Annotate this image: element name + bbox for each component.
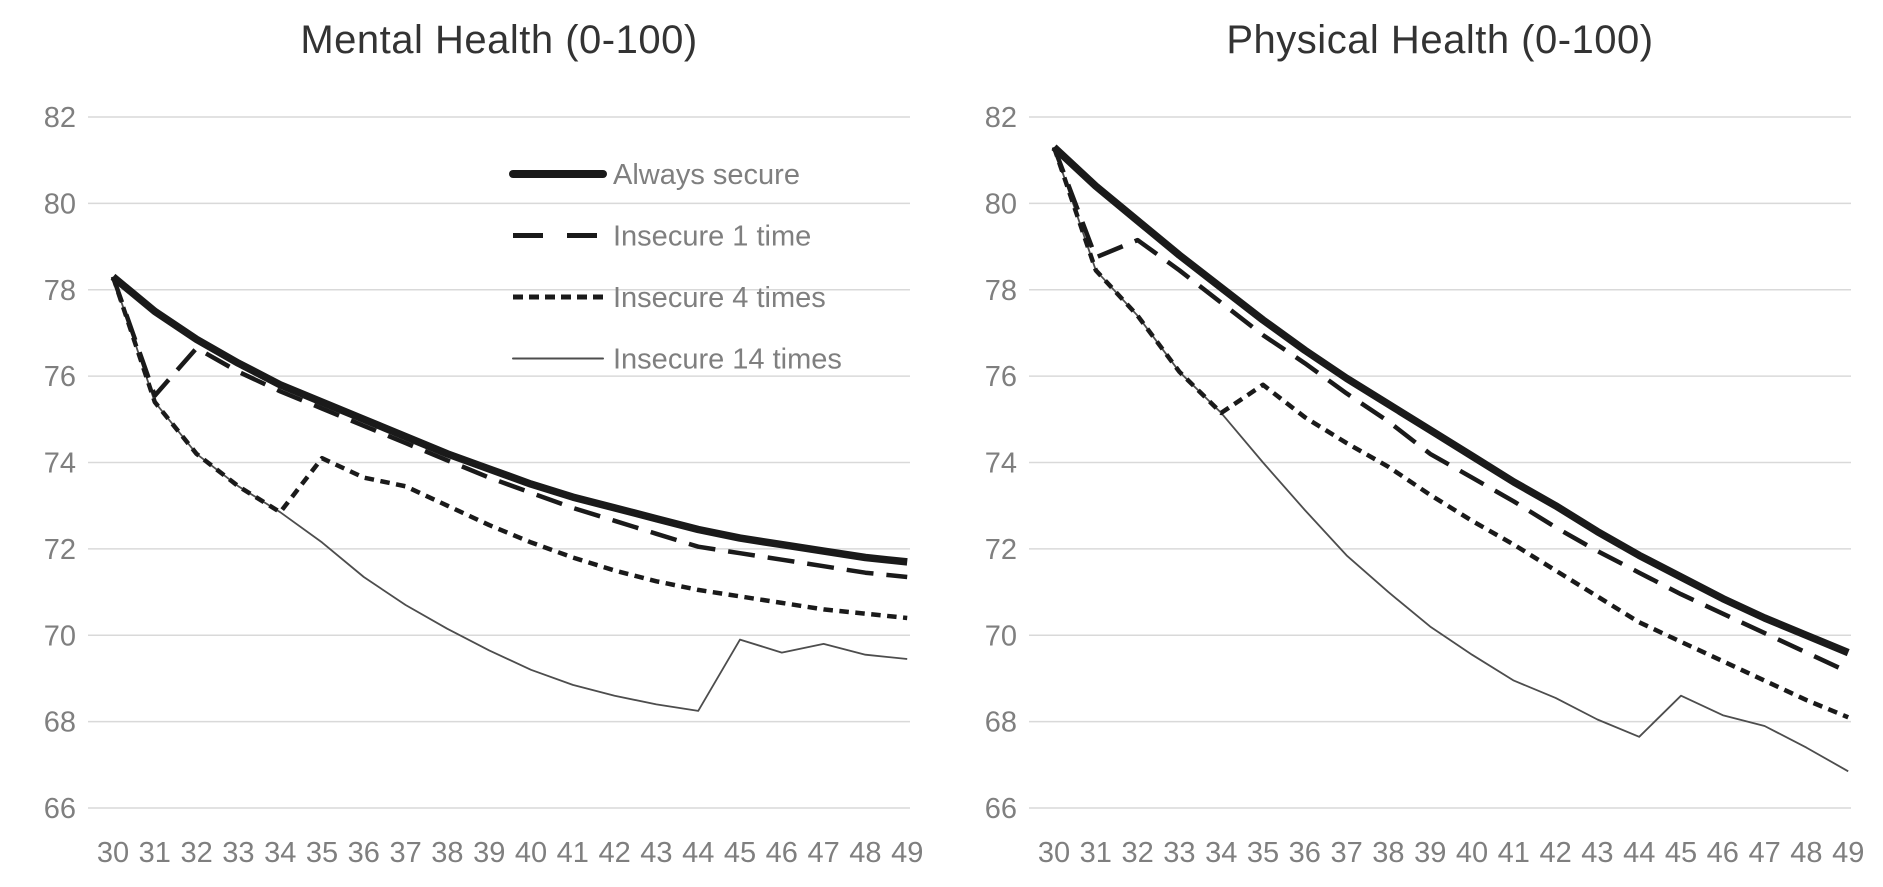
y-tick-label-78: 78 [985, 275, 1017, 307]
x-tick-label-45: 45 [724, 837, 756, 869]
x-tick-label-43: 43 [1581, 837, 1613, 869]
x-tick-label-47: 47 [1748, 837, 1780, 869]
y-tick-label-76: 76 [44, 361, 76, 393]
y-tick-label-78: 78 [44, 275, 76, 307]
legend: Always secure Insecure 1 time Insecure 4 t… [509, 159, 842, 376]
x-tick-label-38: 38 [1372, 837, 1404, 869]
x-tick-label-48: 48 [849, 837, 881, 869]
legend-item-insecure-4-times: Insecure 4 times [513, 282, 826, 314]
x-tick-label-31: 31 [1080, 837, 1112, 869]
series-line-insecure-4-times [1051, 146, 1850, 720]
series-line-insecure-14-times [112, 276, 908, 712]
x-tick-label-44: 44 [1623, 837, 1655, 869]
series-line-insecure-14-times [1053, 146, 1849, 773]
legend-item-always-secure: Always secure [509, 159, 800, 191]
x-tick-label-32: 32 [1121, 837, 1153, 869]
physical-health-chart: Physical Health (0-100) 66 68 70 72 74 76 78 80… [941, 0, 1882, 887]
x-tick-label-30: 30 [1038, 837, 1070, 869]
y-tick-label-82: 82 [44, 102, 76, 134]
x-tick-label-45: 45 [1665, 837, 1697, 869]
x-tick-label-38: 38 [431, 837, 463, 869]
x-tick-label-40: 40 [1456, 837, 1488, 869]
legend-label-insecure-4-times: Insecure 4 times [613, 282, 826, 314]
series-line-insecure-4-times [110, 276, 908, 621]
x-tick-label-43: 43 [640, 837, 672, 869]
x-tick-label-39: 39 [1414, 837, 1446, 869]
x-tick-label-49: 49 [891, 837, 923, 869]
x-tick-label-34: 34 [264, 837, 296, 869]
x-tick-label-36: 36 [1289, 837, 1321, 869]
y-tick-label-66: 66 [44, 793, 76, 825]
legend-label-insecure-1-time: Insecure 1 time [613, 221, 811, 253]
y-tick-label-76: 76 [985, 361, 1017, 393]
physical-health-plot: 66 68 70 72 74 76 78 80 82 30 31 32 33 34 35 36 37 38 39 40… [985, 102, 1865, 869]
y-gridlines [88, 116, 910, 809]
x-tick-label-46: 46 [1707, 837, 1739, 869]
x-tick-label-41: 41 [1498, 837, 1530, 869]
y-tick-label-68: 68 [985, 707, 1017, 739]
x-tick-label-47: 47 [807, 837, 839, 869]
y-tick-label-66: 66 [985, 793, 1017, 825]
x-tick-label-49: 49 [1832, 837, 1864, 869]
y-axis-labels: 66 68 70 72 74 76 78 80 82 [985, 102, 1017, 825]
x-tick-label-33: 33 [222, 837, 254, 869]
x-tick-label-46: 46 [766, 837, 798, 869]
legend-label-insecure-14-times: Insecure 14 times [613, 344, 842, 376]
x-tick-label-34: 34 [1205, 837, 1237, 869]
x-tick-label-32: 32 [180, 837, 212, 869]
chart-title-mental-health: Mental Health (0-100) [300, 18, 698, 62]
y-tick-label-72: 72 [985, 534, 1017, 566]
y-tick-label-82: 82 [985, 102, 1017, 134]
mental-health-plot: 66 68 70 72 74 76 78 80 82 30 31 32 33 34 35 36 37 38 39 40… [44, 102, 924, 869]
series-line-insecure-1-time [110, 276, 908, 580]
series-line-always-secure [1051, 144, 1850, 657]
x-tick-label-37: 37 [389, 837, 421, 869]
y-tick-label-74: 74 [985, 448, 1017, 480]
y-tick-label-70: 70 [44, 620, 76, 652]
x-tick-label-37: 37 [1330, 837, 1362, 869]
x-tick-label-40: 40 [515, 837, 547, 869]
legend-item-insecure-14-times: Insecure 14 times [512, 344, 842, 376]
x-tick-label-42: 42 [598, 837, 630, 869]
legend-label-always-secure: Always secure [613, 159, 800, 191]
series-line-always-secure [110, 273, 908, 566]
x-tick-label-39: 39 [473, 837, 505, 869]
mental-health-chart: Mental Health (0-100) 66 68 70 72 74 76 78 80 82… [0, 0, 941, 887]
x-tick-label-36: 36 [348, 837, 380, 869]
x-tick-label-41: 41 [557, 837, 589, 869]
series-line-insecure-1-time [1051, 146, 1850, 675]
y-gridlines [1029, 116, 1851, 809]
x-axis-labels: 30 31 32 33 34 35 36 37 38 39 40 41 42 43 44 45 46 47 48 49 [1038, 837, 1864, 869]
x-tick-label-31: 31 [139, 837, 171, 869]
y-tick-label-80: 80 [985, 188, 1017, 220]
y-tick-label-80: 80 [44, 188, 76, 220]
y-tick-label-68: 68 [44, 707, 76, 739]
x-tick-label-48: 48 [1790, 837, 1822, 869]
x-tick-label-35: 35 [1247, 837, 1279, 869]
y-tick-label-74: 74 [44, 448, 76, 480]
x-tick-label-42: 42 [1539, 837, 1571, 869]
y-tick-label-72: 72 [44, 534, 76, 566]
chart-title-physical-health: Physical Health (0-100) [1226, 18, 1654, 62]
y-axis-labels: 66 68 70 72 74 76 78 80 82 [44, 102, 76, 825]
x-tick-label-33: 33 [1163, 837, 1195, 869]
legend-item-insecure-1-time: Insecure 1 time [513, 221, 811, 253]
y-tick-label-70: 70 [985, 620, 1017, 652]
x-tick-label-30: 30 [97, 837, 129, 869]
x-tick-label-44: 44 [682, 837, 714, 869]
x-axis-labels: 30 31 32 33 34 35 36 37 38 39 40 41 42 43 44 45 46 47 48 49 [97, 837, 923, 869]
x-tick-label-35: 35 [306, 837, 338, 869]
